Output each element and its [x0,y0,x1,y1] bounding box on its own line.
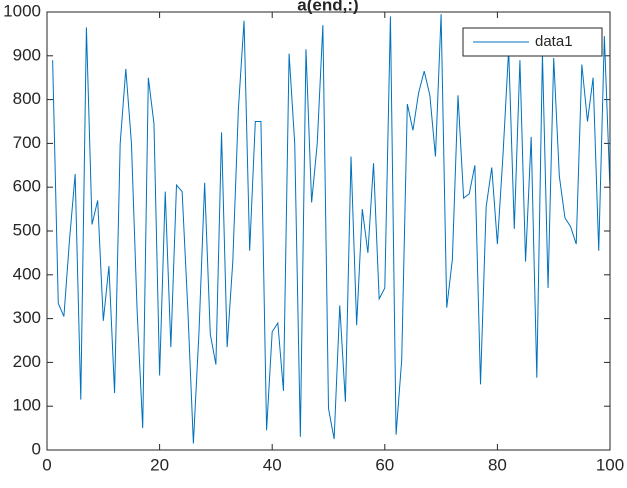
x-tick-label: 20 [150,455,169,474]
y-tick-label: 900 [13,45,41,64]
y-tick-label: 200 [13,352,41,371]
y-tick-label: 800 [13,89,41,108]
x-tick-label: 100 [596,455,624,474]
data-line [52,14,611,444]
x-tick-label: 0 [42,455,51,474]
chart-title: a(end,:) [297,0,358,14]
x-tick-label: 80 [488,455,507,474]
y-tick-label: 0 [32,439,41,458]
y-tick-label: 600 [13,177,41,196]
x-tick-label: 40 [263,455,282,474]
y-tick-label: 300 [13,308,41,327]
y-tick-label: 500 [13,220,41,239]
axes-box [46,11,611,451]
y-tick-label: 1000 [3,1,41,20]
x-tick-label: 60 [375,455,394,474]
y-tick-label: 400 [13,264,41,283]
y-tick-label: 700 [13,133,41,152]
legend-label: data1 [535,33,573,50]
y-tick-label: 100 [13,396,41,415]
